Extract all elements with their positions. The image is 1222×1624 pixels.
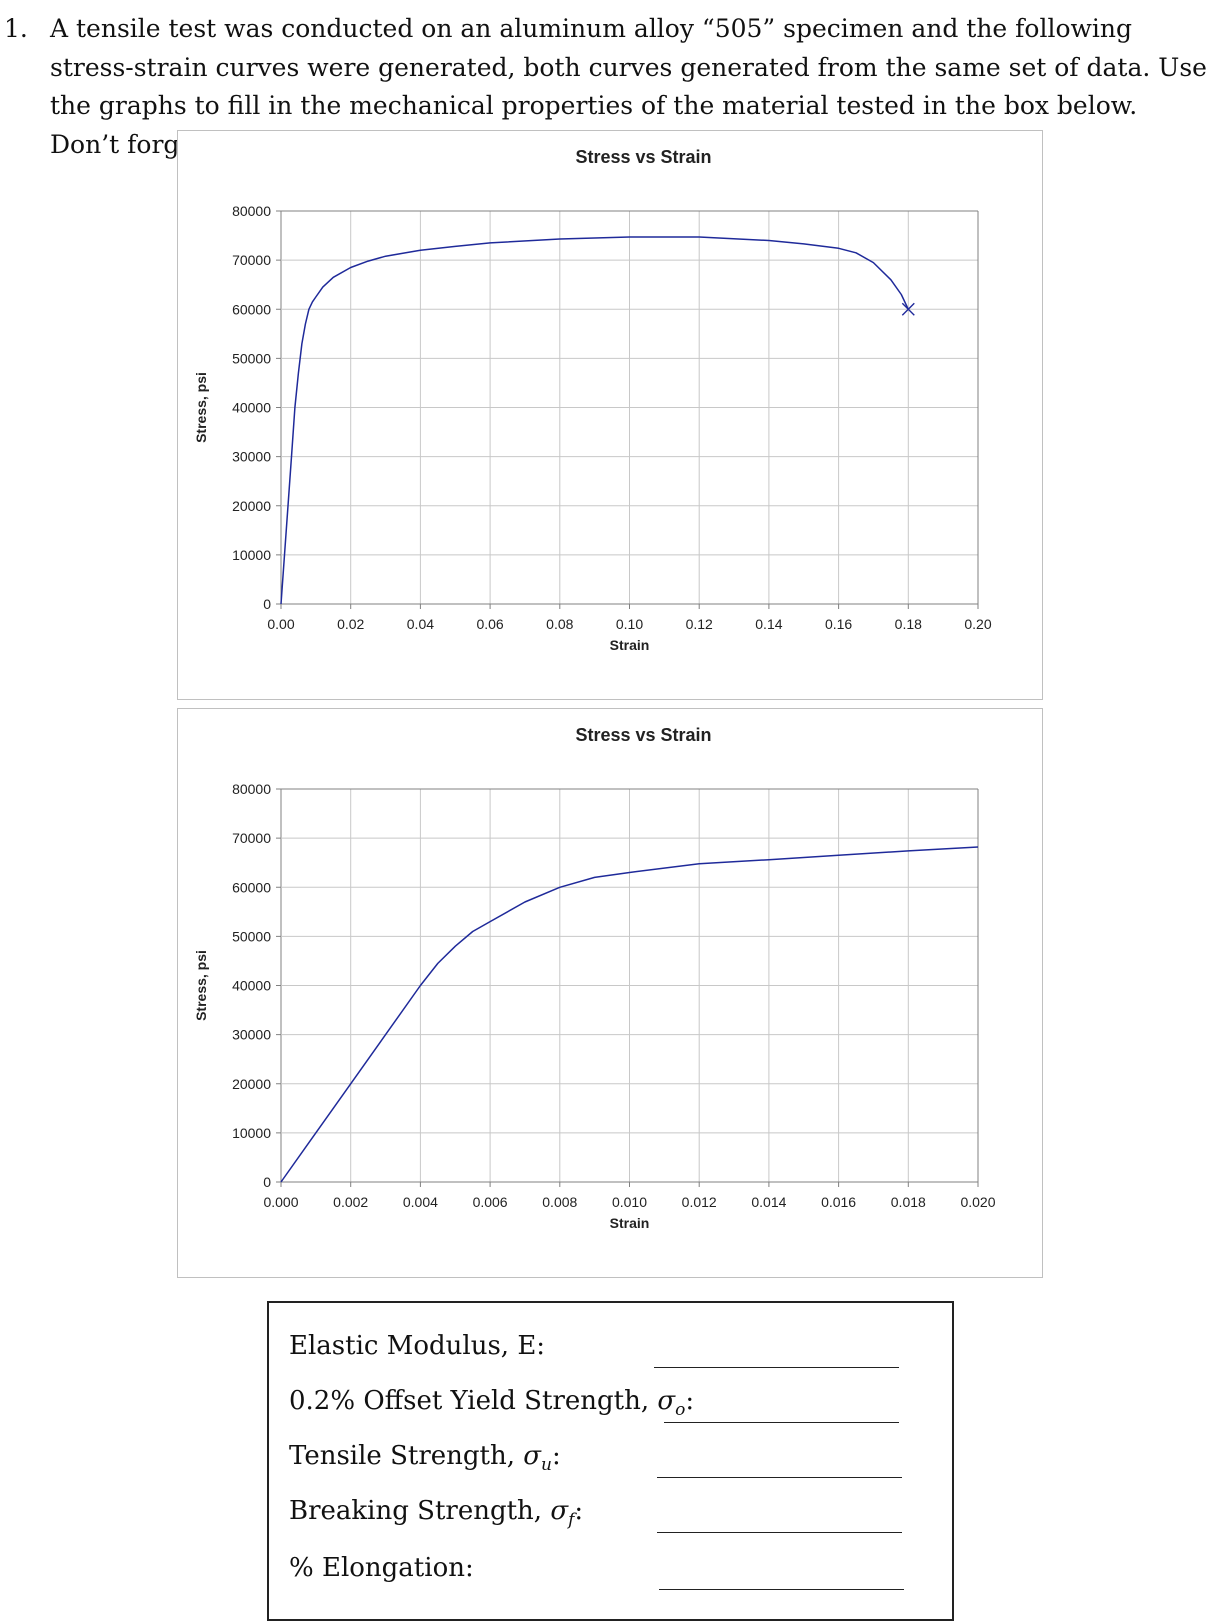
y-tick-label: 10000 xyxy=(232,1125,271,1141)
x-tick-label: 0.00 xyxy=(267,616,294,632)
y-axis-label: Stress, psi xyxy=(193,950,209,1021)
x-tick-label: 0.02 xyxy=(337,616,364,632)
answer-row-tensile-strength: Tensile Strength, σu: xyxy=(289,1441,929,1481)
y-tick-label: 40000 xyxy=(232,978,271,994)
x-tick-label: 0.14 xyxy=(755,616,782,632)
answer-label-yield-strength: 0.2% Offset Yield Strength, σo: xyxy=(289,1386,695,1421)
answer-row-breaking-strength: Breaking Strength, σf: xyxy=(289,1496,929,1536)
y-tick-label: 30000 xyxy=(232,449,271,465)
answer-label-elastic-modulus: Elastic Modulus, E: xyxy=(289,1331,546,1361)
x-tick-label: 0.20 xyxy=(964,616,991,632)
chart-svg: Stress vs Strain 0.00 0.02 0.04 0.06 0.08 0.10… xyxy=(193,147,992,653)
x-tick-label: 0.004 xyxy=(403,1194,438,1210)
stress-strain-curve xyxy=(280,236,909,605)
y-tick-label: 60000 xyxy=(232,301,271,317)
x-tick-label: 0.18 xyxy=(895,616,922,632)
chart-title: Stress vs Strain xyxy=(575,725,711,745)
x-tick-label: 0.016 xyxy=(821,1194,856,1210)
y-tick-label: 0 xyxy=(263,1174,271,1190)
answer-label-tensile-strength: Tensile Strength, σu: xyxy=(289,1441,561,1476)
x-tick-label: 0.002 xyxy=(333,1194,368,1210)
x-tick-label: 0.12 xyxy=(686,616,713,632)
x-tick-label: 0.08 xyxy=(546,616,573,632)
x-tick-label: 0.16 xyxy=(825,616,852,632)
answer-row-elongation: % Elongation: xyxy=(289,1553,929,1593)
x-axis-label: Strain xyxy=(610,637,650,653)
answer-box: Elastic Modulus, E: 0.2% Offset Yield St… xyxy=(267,1301,954,1621)
x-tick-label: 0.020 xyxy=(960,1194,995,1210)
y-tick-label: 50000 xyxy=(232,350,271,366)
question-number: 1. xyxy=(4,14,28,43)
x-tick-label: 0.10 xyxy=(616,616,643,632)
y-axis-label: Stress, psi xyxy=(193,372,209,443)
y-tick-label: 80000 xyxy=(232,781,271,797)
x-tick-label: 0.010 xyxy=(612,1194,647,1210)
answer-row-yield-strength: 0.2% Offset Yield Strength, σo: xyxy=(289,1386,929,1426)
fracture-marker xyxy=(901,302,915,316)
y-tick-label: 40000 xyxy=(232,400,271,416)
answer-blank-yield-strength[interactable] xyxy=(664,1422,899,1423)
answer-label-elongation: % Elongation: xyxy=(289,1553,474,1583)
answer-label-breaking-strength: Breaking Strength, σf: xyxy=(289,1496,584,1531)
y-tick-label: 50000 xyxy=(232,928,271,944)
y-tick-label: 20000 xyxy=(232,1076,271,1092)
x-tick-label: 0.012 xyxy=(682,1194,717,1210)
y-tick-label: 70000 xyxy=(232,830,271,846)
answer-row-elastic-modulus: Elastic Modulus, E: xyxy=(289,1331,929,1371)
y-tick-label: 60000 xyxy=(232,879,271,895)
x-tick-label: 0.014 xyxy=(751,1194,786,1210)
y-tick-label: 0 xyxy=(263,596,271,612)
x-tick-label: 0.018 xyxy=(891,1194,926,1210)
chart-full-range: Stress vs Strain 0.00 0.02 0.04 0.06 0.08 0.10… xyxy=(177,130,1043,700)
y-tick-label: 20000 xyxy=(232,498,271,514)
x-tick-label: 0.06 xyxy=(476,616,503,632)
y-tick-label: 30000 xyxy=(232,1027,271,1043)
chart-title: Stress vs Strain xyxy=(575,147,711,167)
x-tick-label: 0.008 xyxy=(542,1194,577,1210)
x-axis-label: Strain xyxy=(610,1215,650,1231)
answer-blank-breaking-strength[interactable] xyxy=(657,1532,902,1533)
x-tick-label: 0.000 xyxy=(263,1194,298,1210)
y-tick-label: 80000 xyxy=(232,203,271,219)
x-tick-label: 0.006 xyxy=(473,1194,508,1210)
y-tick-label: 70000 xyxy=(232,252,271,268)
chart-zoomed-range: Stress vs Strain 0.000 0.002 0.004 0.006 0.00… xyxy=(177,708,1043,1278)
x-tick-label: 0.04 xyxy=(407,616,434,632)
y-tick-label: 10000 xyxy=(232,547,271,563)
chart-svg: Stress vs Strain 0.000 0.002 0.004 0.006 0.00… xyxy=(193,725,996,1231)
stress-strain-curve xyxy=(280,846,979,1183)
answer-blank-elongation[interactable] xyxy=(659,1589,904,1590)
answer-blank-elastic-modulus[interactable] xyxy=(654,1367,899,1368)
answer-blank-tensile-strength[interactable] xyxy=(657,1477,902,1478)
